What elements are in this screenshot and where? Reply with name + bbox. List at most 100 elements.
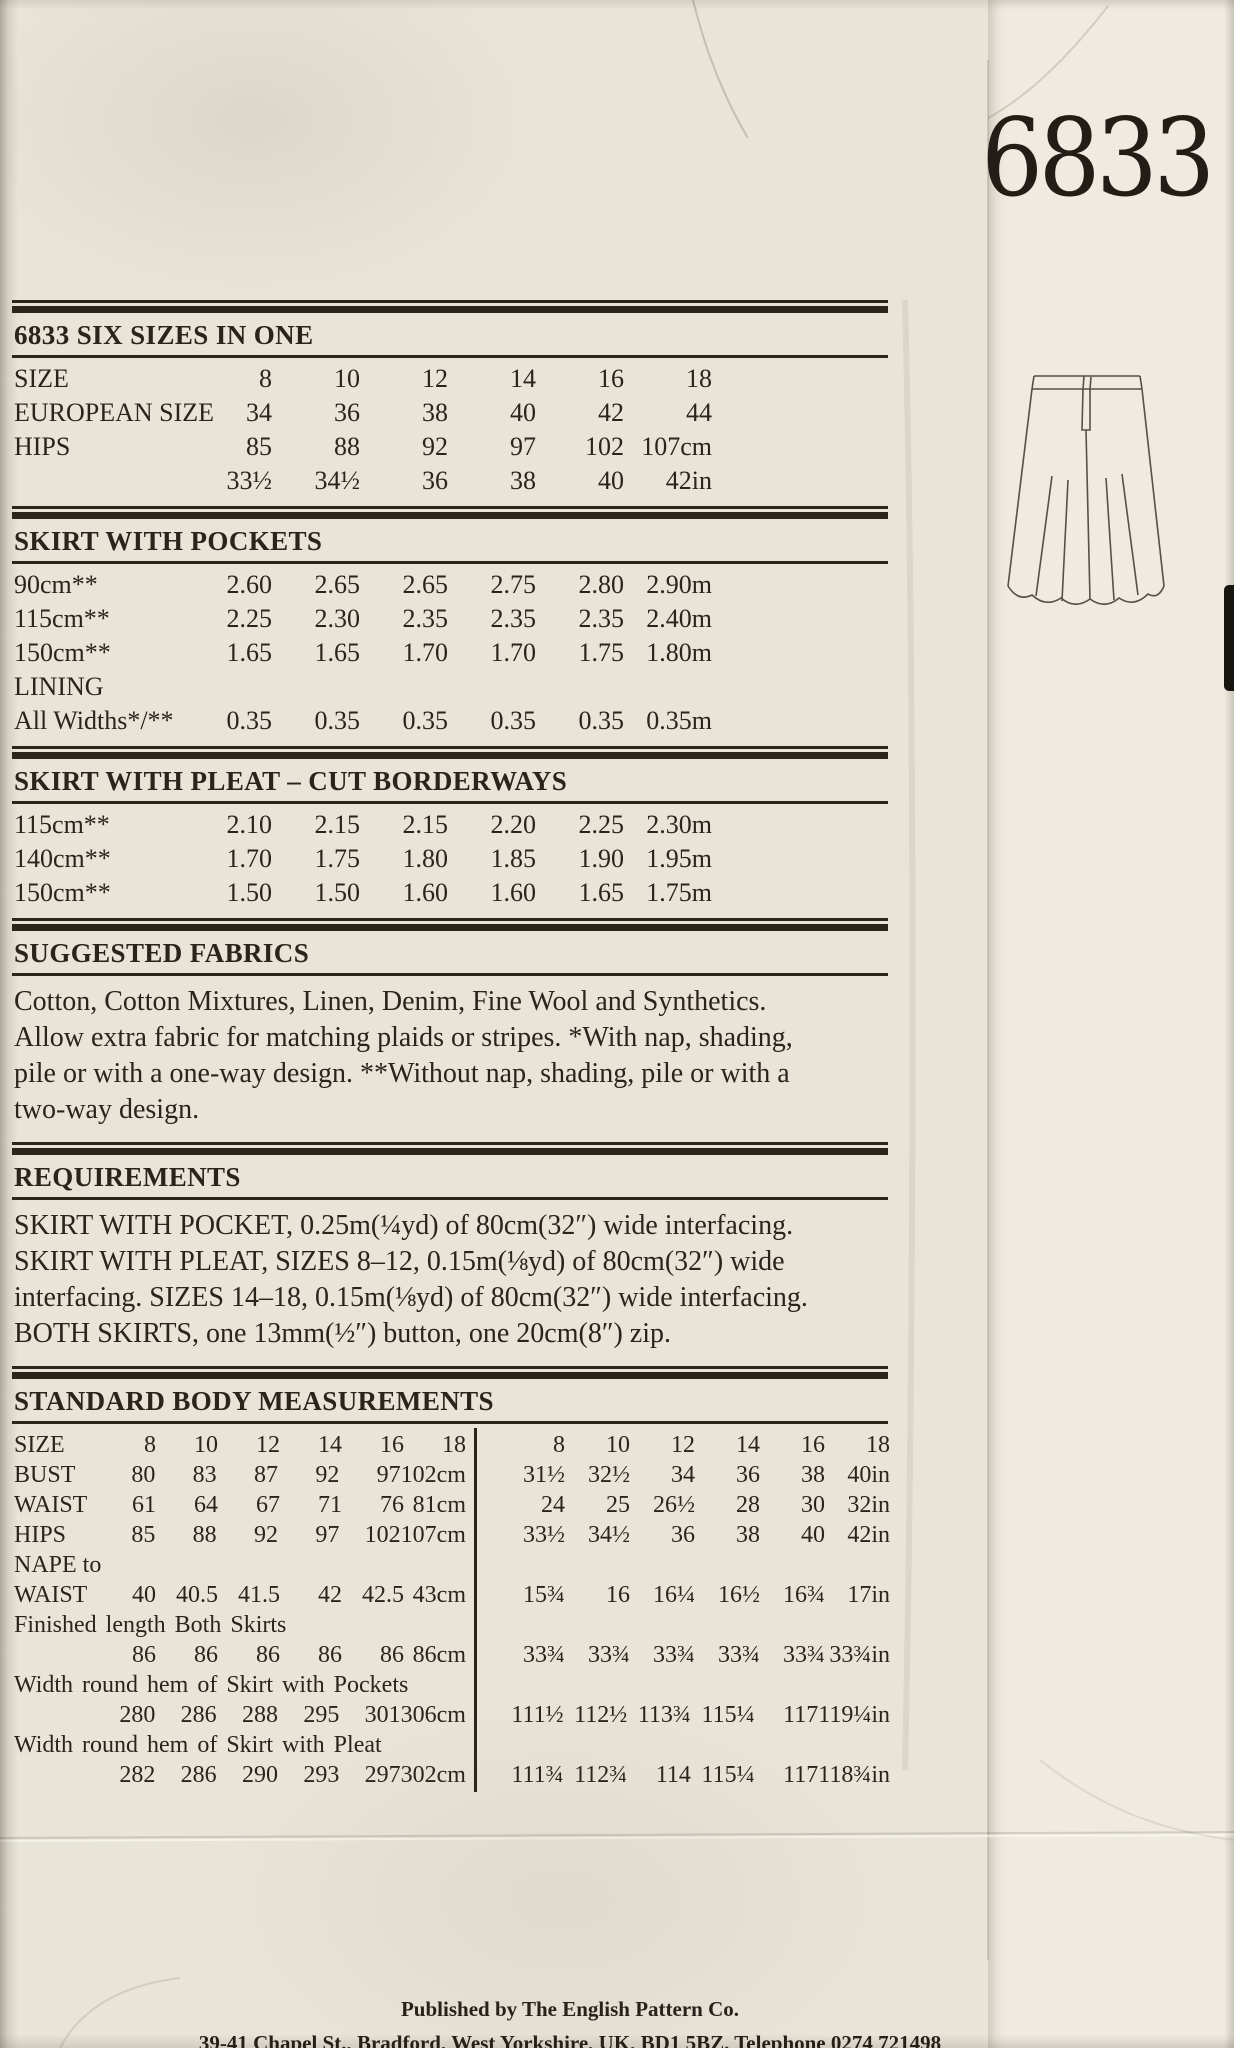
hem-pleat-label: Width round hem of Skirt with Pleat xyxy=(14,1732,382,1758)
table-cell: 0.35 xyxy=(490,706,537,735)
section-title: SKIRT WITH PLEAT – CUT BORDERWAYS xyxy=(14,766,568,796)
table-cell: 8 xyxy=(144,1432,156,1458)
table-cell: 42 xyxy=(598,398,624,427)
table-cell: 26½ xyxy=(653,1492,695,1518)
address-line: 39-41 Chapel St., Bradford, West Yorkshi… xyxy=(198,2031,942,2048)
table-row: SIZE 8 10 12 14 16 18 8 10 12 14 16 18 xyxy=(14,1430,890,1460)
table-cell: 0.35 xyxy=(314,706,361,735)
table-cell: 86 xyxy=(132,1642,156,1668)
cm-in-divider xyxy=(474,1428,477,1792)
table-cell: 1.65 xyxy=(226,638,273,667)
table-row: 86 86 86 86 86 86cm 33¾ 33¾ 33¾ 33¾ 33¾ 33¾in xyxy=(14,1640,890,1670)
body-measurements-table: SIZE 8 10 12 14 16 18 8 10 12 14 16 18 BUST 80 83 87… xyxy=(12,1424,890,1800)
table-row: EUROPEAN SIZE 34 36 38 40 42 44 xyxy=(14,396,890,430)
section-divider xyxy=(12,561,888,564)
row-label: HIPS xyxy=(14,1522,67,1548)
requirements-text: SKIRT WITH POCKET, 0.25m(¼yd) of 80cm(32… xyxy=(14,1210,808,1349)
table-row: All Widths*/** 0.35 0.35 0.35 0.35 0.35 0.35m xyxy=(14,704,890,738)
table-cell: 43cm xyxy=(412,1582,466,1608)
table-cell: 111½ xyxy=(511,1702,564,1728)
section-requirements: REQUIREMENTS SKIRT WITH POCKET, 0.25m(¼y… xyxy=(12,1142,890,1352)
table-cell: 102cm xyxy=(400,1462,466,1488)
table-cell: 33¾ xyxy=(588,1642,630,1668)
row-label: 90cm** xyxy=(14,570,98,599)
scan-edge-artifact xyxy=(1224,585,1234,691)
table-cell: 1.65 xyxy=(578,878,625,907)
table-cell: 280 xyxy=(119,1702,156,1728)
table-cell: 10 xyxy=(194,1432,218,1458)
table-cell: 1.50 xyxy=(314,878,361,907)
table-cell: 97 xyxy=(376,1462,401,1488)
table-row: 90cm** 2.60 2.65 2.65 2.75 2.80 2.90m xyxy=(14,568,890,602)
row-label: HIPS xyxy=(14,432,71,461)
table-cell: 286 xyxy=(180,1702,217,1728)
table-cell: 295 xyxy=(303,1702,340,1728)
section-divider xyxy=(12,918,888,931)
table-cell: 14 xyxy=(510,364,536,393)
table-cell: 2.15 xyxy=(314,810,361,839)
table-row: SIZE 8 10 12 14 16 18 xyxy=(14,362,890,396)
table-cell: 38 xyxy=(422,398,448,427)
pockets-yardage-table: 90cm** 2.60 2.65 2.65 2.75 2.80 2.90m 115cm**… xyxy=(12,564,890,746)
table-cell: 2.10 xyxy=(226,810,273,839)
table-cell: 290 xyxy=(242,1762,278,1788)
table-cell: 306cm xyxy=(400,1702,466,1728)
table-cell: 301 xyxy=(364,1702,401,1728)
table-cell: 67 xyxy=(256,1492,280,1518)
table-cell: 297 xyxy=(364,1762,401,1788)
table-row: 150cm** 1.50 1.50 1.60 1.60 1.65 1.75m xyxy=(14,876,890,910)
table-cell: 16¾ xyxy=(783,1582,825,1608)
table-cell: 42.5 xyxy=(362,1582,404,1608)
table-cell: 1.60 xyxy=(490,878,537,907)
table-cell: 118¾in xyxy=(818,1762,890,1788)
table-cell: 2.25 xyxy=(226,604,273,633)
row-label: WAIST xyxy=(14,1492,88,1518)
pleat-yardage-table: 115cm** 2.10 2.15 2.15 2.20 2.25 2.30m 140cm*… xyxy=(12,804,890,918)
section-divider xyxy=(12,801,888,804)
table-cell: 0.35m xyxy=(646,706,712,735)
table-row: LINING xyxy=(14,670,890,704)
table-cell: 2.40m xyxy=(646,604,712,633)
table-cell: 34 xyxy=(246,398,272,427)
row-label: EUROPEAN SIZE xyxy=(14,398,215,427)
table-cell: 119¼in xyxy=(818,1702,890,1728)
section-divider xyxy=(12,1421,888,1424)
table-cell: 2.65 xyxy=(402,570,449,599)
table-cell: 16 xyxy=(801,1432,825,1458)
table-cell: 86cm xyxy=(412,1642,466,1668)
table-cell: 14 xyxy=(318,1432,342,1458)
table-cell: 16 xyxy=(380,1432,404,1458)
table-cell: 10 xyxy=(334,364,360,393)
row-label: BUST xyxy=(14,1462,76,1488)
table-cell: 112¾ xyxy=(574,1762,628,1788)
table-cell: 2.15 xyxy=(402,810,449,839)
table-cell: 80 xyxy=(131,1462,156,1488)
row-label: LINING xyxy=(14,672,104,701)
table-cell: 117 xyxy=(783,1702,819,1728)
section-divider xyxy=(12,1366,888,1379)
table-cell: 31½ xyxy=(523,1462,565,1488)
table-cell: 36 xyxy=(422,466,448,495)
table-cell: 117 xyxy=(783,1762,819,1788)
table-cell: 44 xyxy=(686,398,712,427)
table-cell: 30 xyxy=(801,1492,825,1518)
section-suggested-fabrics: SUGGESTED FABRICS Cotton, Cotton Mixture… xyxy=(12,918,890,1128)
section-skirt-with-pleat: SKIRT WITH PLEAT – CUT BORDERWAYS 115cm*… xyxy=(12,746,890,918)
table-cell: 1.70 xyxy=(490,638,537,667)
table-cell: 33½ xyxy=(226,466,273,495)
pattern-number: 6833 xyxy=(981,96,1215,221)
table-cell: 15¾ xyxy=(523,1582,565,1608)
table-cell: 102 xyxy=(585,432,624,461)
table-cell: 2.30m xyxy=(646,810,712,839)
table-cell: 1.60 xyxy=(402,878,449,907)
table-cell: 2.65 xyxy=(314,570,361,599)
table-cell: 88 xyxy=(192,1522,217,1548)
table-cell: 33¾ xyxy=(718,1642,760,1668)
table-cell: 2.75 xyxy=(490,570,537,599)
table-cell: 36 xyxy=(736,1462,760,1488)
table-cell: 86 xyxy=(256,1642,280,1668)
table-cell: 16 xyxy=(606,1582,630,1608)
table-cell: 18 xyxy=(442,1432,466,1458)
table-cell: 71 xyxy=(318,1492,342,1518)
